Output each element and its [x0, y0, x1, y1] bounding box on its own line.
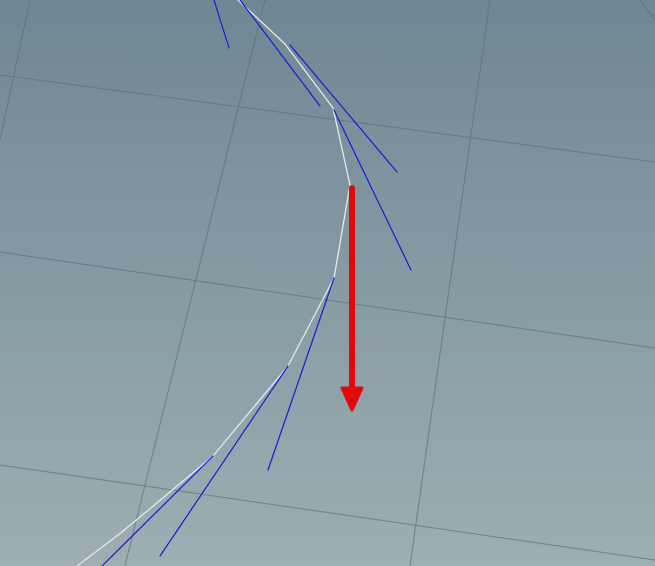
- curve: [76, 0, 351, 566]
- grid-line: [0, 0, 31, 141]
- arrow-down-icon: [340, 185, 364, 412]
- curve-segment: [287, 277, 335, 367]
- tangent-line: [333, 109, 412, 271]
- grid-line: [0, 251, 655, 349]
- curve-segment: [332, 107, 351, 186]
- tangent-lines: [101, 0, 412, 566]
- grid-line: [0, 74, 655, 163]
- grid-line: [0, 464, 655, 561]
- curve-segment: [284, 43, 334, 109]
- curve-segment: [121, 455, 214, 533]
- tangent-line: [267, 277, 335, 471]
- tangent-line: [159, 365, 289, 557]
- tangent-line: [239, 0, 321, 107]
- curve-segment: [76, 531, 123, 566]
- grid-line: [409, 0, 491, 566]
- curve-segment: [333, 184, 351, 279]
- tangent-line: [289, 44, 398, 173]
- grid-line: [639, 0, 655, 21]
- grid-line: [124, 0, 266, 566]
- arrow-head: [340, 386, 364, 412]
- curve-segment: [212, 365, 289, 457]
- tangent-line: [213, 0, 230, 49]
- tangent-line: [101, 455, 214, 566]
